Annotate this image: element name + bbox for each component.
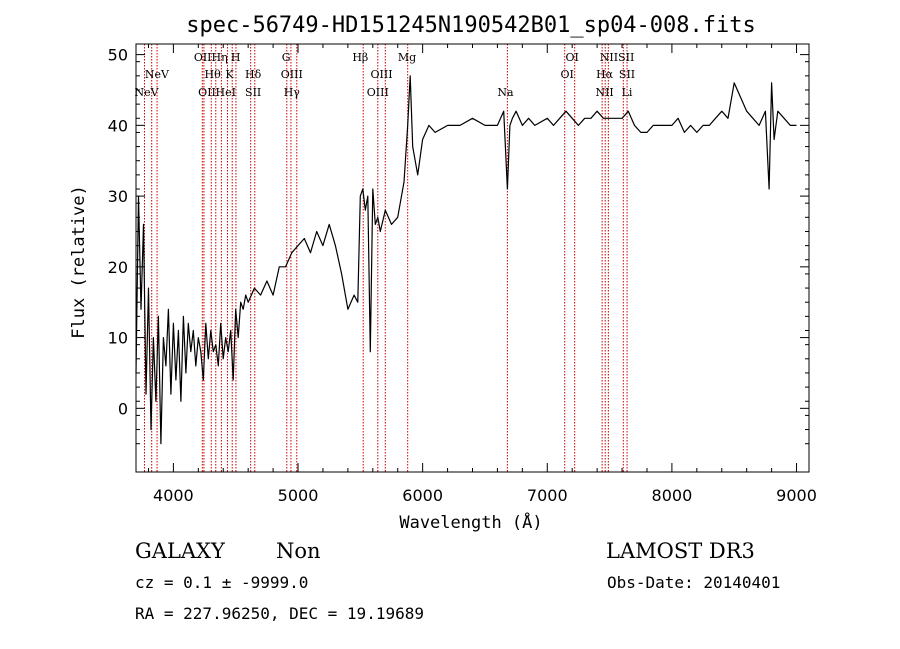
x-tick-label-0: 4000 <box>153 486 194 505</box>
spectral-line-label-10: G <box>282 51 291 64</box>
spectral-line-label-11: OIII <box>281 68 303 81</box>
x-tick-label-3: 7000 <box>527 486 568 505</box>
spectral-line-label-1: NeV <box>135 86 160 99</box>
x-tick-label-2: 6000 <box>402 486 443 505</box>
survey-label: LAMOST DR3 <box>606 539 755 563</box>
spectral-line-label-14: OIII <box>370 68 392 81</box>
spectral-line-label-20: NIISII <box>600 51 635 64</box>
spectral-line-label-12: Hγ <box>284 86 301 99</box>
y-axis-label: Flux (relative) <box>69 185 89 339</box>
object-class-label: GALAXY <box>135 539 226 563</box>
spectral-line-label-23: NII <box>595 86 613 99</box>
spectral-line-label-6: Hδ <box>245 68 262 81</box>
x-axis-label: Wavelength (Å) <box>399 511 542 533</box>
spectral-line-label-0: NeV <box>145 68 170 81</box>
redshift-text: cz = 0.1 ± -9999.0 <box>135 573 308 592</box>
spectral-line-label-19: OI <box>561 68 574 81</box>
spectral-line-label-8: HeI <box>216 86 236 99</box>
spectral-line-label-24: Li <box>622 86 633 99</box>
object-subclass-label: Non <box>276 539 321 563</box>
spectral-line-label-13: Hβ <box>352 51 368 64</box>
spectral-line-label-3: H <box>231 51 241 64</box>
plot-frame <box>135 43 810 473</box>
y-tick-label-4: 40 <box>108 116 128 135</box>
x-tick-label-4: 8000 <box>652 486 693 505</box>
spectral-line-label-17: Na <box>497 86 514 99</box>
y-tick-label-3: 30 <box>108 187 128 206</box>
chart-title: spec-56749-HD151245N190542B01_sp04-008.f… <box>186 13 756 38</box>
x-tick-label-5: 9000 <box>776 486 817 505</box>
spectral-line-label-16: Mg <box>398 51 416 64</box>
obs-date-text: Obs-Date: 20140401 <box>607 573 780 592</box>
spectral-line-label-7: OII <box>198 86 216 99</box>
y-tick-label-2: 20 <box>108 258 128 277</box>
spectral-line-label-22: SII <box>619 68 635 81</box>
spectral-line-label-2: OIIHη <box>194 51 228 64</box>
y-tick-label-1: 10 <box>108 329 128 348</box>
coordinates-text: RA = 227.96250, DEC = 19.19689 <box>135 604 424 623</box>
y-tick-label-5: 50 <box>108 46 128 65</box>
x-tick-label-1: 5000 <box>278 486 319 505</box>
spectrum-line-0 <box>135 75 797 445</box>
spectral-line-label-9: SII <box>245 86 261 99</box>
spectral-line-label-18: OI <box>566 51 579 64</box>
spectral-line-label-15: OIII <box>367 86 389 99</box>
y-tick-label-0: 0 <box>118 399 128 418</box>
spectral-line-label-21: Hα <box>596 68 614 81</box>
spectral-line-label-5: K <box>225 68 234 81</box>
spectral-line-label-4: Hθ <box>205 68 222 81</box>
